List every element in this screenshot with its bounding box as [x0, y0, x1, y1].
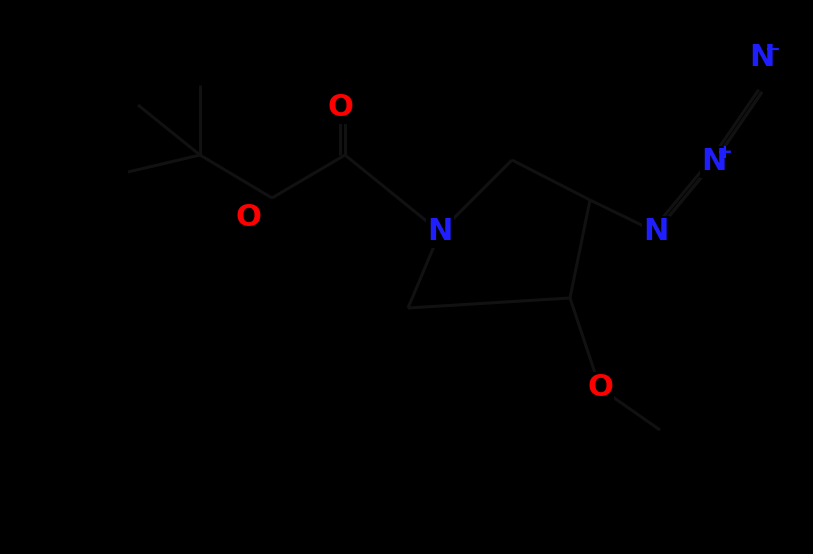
Text: O: O	[327, 94, 353, 122]
Text: N: N	[702, 147, 727, 177]
Text: N: N	[428, 218, 453, 247]
Text: O: O	[235, 203, 261, 233]
Text: −: −	[765, 39, 781, 59]
Text: N: N	[643, 218, 668, 247]
Text: N: N	[750, 44, 775, 73]
Text: +: +	[717, 143, 733, 162]
Text: O: O	[587, 373, 613, 403]
